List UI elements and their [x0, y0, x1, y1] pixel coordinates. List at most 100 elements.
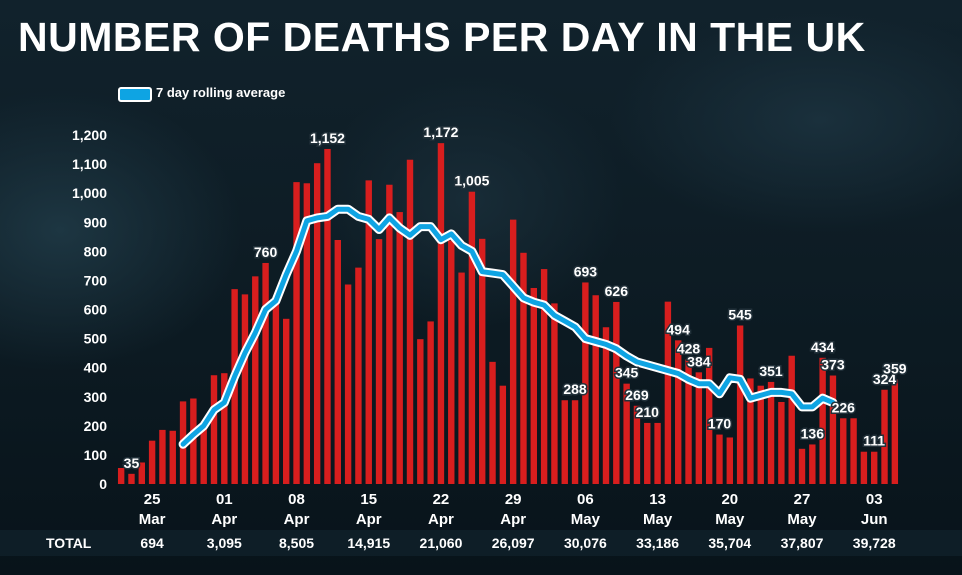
y-tick-label: 1,200 — [72, 127, 107, 143]
bar — [293, 182, 300, 484]
bar — [117, 468, 125, 484]
bar — [396, 212, 403, 484]
bar — [767, 381, 775, 484]
bar — [252, 276, 259, 484]
x-tick-month-label: Apr — [356, 511, 382, 528]
total-value: 30,076 — [564, 535, 607, 551]
y-tick-label: 1,100 — [72, 156, 107, 172]
bar — [551, 303, 558, 484]
y-tick-label: 0 — [99, 476, 107, 492]
bar — [695, 372, 703, 484]
x-tick-day-label: 15 — [360, 491, 377, 508]
bar — [716, 434, 723, 484]
totals-row-background — [0, 530, 962, 556]
bar — [437, 143, 445, 484]
totals-row-label: TOTAL — [46, 535, 92, 551]
chart-title: NUMBER OF DEATHS PER DAY IN THE UK — [18, 14, 866, 60]
bar — [798, 448, 806, 484]
data-label: 359 — [883, 361, 907, 377]
x-tick-day-label: 03 — [866, 491, 883, 508]
bar — [499, 385, 507, 484]
total-value: 8,505 — [279, 535, 314, 551]
x-tick-month-label: May — [787, 511, 817, 528]
bar — [747, 378, 754, 484]
y-tick-label: 300 — [84, 389, 108, 405]
bar — [190, 398, 197, 484]
total-value: 39,728 — [853, 535, 896, 551]
data-label: 111 — [863, 433, 885, 449]
data-label: 288 — [563, 381, 587, 397]
total-value: 33,186 — [636, 535, 679, 551]
x-tick-month-label: Apr — [500, 511, 526, 528]
x-tick-month-label: May — [643, 511, 673, 528]
bar — [210, 375, 218, 484]
bar — [365, 180, 372, 484]
bar — [871, 451, 878, 484]
total-value: 694 — [140, 535, 164, 551]
bar — [355, 267, 362, 484]
data-label: 136 — [801, 425, 825, 441]
bar — [448, 240, 455, 484]
x-tick-month-label: Mar — [139, 511, 166, 528]
data-label: 373 — [821, 357, 845, 373]
bar — [757, 385, 764, 484]
bar — [530, 287, 537, 484]
bar — [561, 400, 568, 484]
bar — [406, 159, 414, 484]
bar — [778, 401, 785, 484]
data-label: 1,172 — [423, 124, 458, 140]
total-value: 14,915 — [347, 535, 390, 551]
bar — [313, 163, 321, 484]
bar — [159, 429, 166, 484]
bar — [148, 440, 156, 484]
x-tick-day-label: 27 — [794, 491, 811, 508]
bar — [602, 327, 610, 484]
total-value: 35,704 — [708, 535, 751, 551]
bar — [221, 373, 228, 484]
bar — [334, 239, 341, 484]
data-label: 545 — [728, 306, 752, 322]
bar — [613, 301, 620, 484]
data-label: 693 — [574, 263, 598, 279]
data-label: 170 — [708, 416, 732, 432]
bar — [726, 437, 733, 484]
y-tick-label: 700 — [84, 272, 108, 288]
bar — [241, 294, 249, 484]
bar — [736, 325, 744, 484]
bar — [644, 422, 651, 484]
total-value: 37,807 — [781, 535, 824, 551]
x-tick-month-label: Apr — [428, 511, 454, 528]
bar — [128, 473, 135, 484]
y-tick-label: 400 — [84, 360, 108, 376]
x-tick-day-label: 01 — [216, 491, 233, 508]
bar — [829, 375, 837, 484]
data-label: 494 — [667, 321, 691, 337]
bar — [200, 421, 207, 484]
bar — [891, 379, 899, 484]
bar — [283, 318, 290, 484]
bar — [262, 262, 269, 484]
bar — [592, 295, 599, 484]
x-tick-day-label: 22 — [433, 491, 450, 508]
bar — [540, 269, 548, 484]
bar — [468, 191, 476, 484]
bar — [623, 383, 630, 484]
bar — [427, 321, 434, 484]
bar — [571, 400, 579, 484]
bar — [582, 282, 589, 484]
bar — [509, 219, 517, 484]
legend-label: 7 day rolling average — [156, 85, 286, 100]
y-tick-label: 200 — [84, 418, 108, 434]
bar — [272, 296, 280, 484]
bar — [520, 252, 527, 484]
bar — [675, 340, 682, 484]
bar — [819, 357, 826, 484]
data-label: 269 — [625, 387, 649, 403]
data-label: 226 — [832, 399, 856, 415]
bar — [138, 462, 145, 484]
legend-swatch-rolling-average — [118, 87, 152, 102]
x-tick-day-label: 29 — [505, 491, 522, 508]
data-label: 434 — [811, 339, 835, 355]
bar — [303, 183, 311, 484]
